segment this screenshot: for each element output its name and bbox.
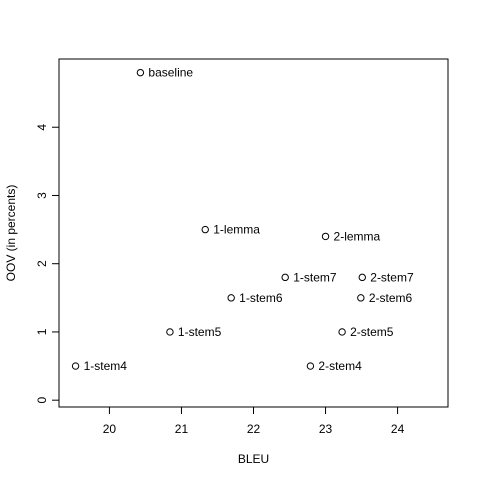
point-label: 2-stem5 bbox=[350, 325, 394, 339]
data-point bbox=[227, 294, 235, 302]
point-label: 1-stem5 bbox=[178, 325, 222, 339]
y-tick-label: 3 bbox=[35, 192, 49, 199]
x-tick-label: 23 bbox=[319, 422, 333, 436]
data-point bbox=[136, 68, 145, 77]
y-axis-label: OOV (in percents) bbox=[4, 185, 18, 282]
x-tick-label: 22 bbox=[247, 422, 261, 436]
x-axis-label: BLEU bbox=[238, 452, 269, 466]
data-point bbox=[321, 232, 330, 241]
points-layer: baseline 1-lemma 2-lemma 1-stem7 2-stem7 1-st… bbox=[71, 66, 414, 373]
point-label: baseline bbox=[148, 66, 193, 80]
x-tick-label: 20 bbox=[103, 422, 117, 436]
y-tick-label: 0 bbox=[35, 397, 49, 404]
data-point bbox=[358, 273, 366, 282]
point-label: 2-stem4 bbox=[318, 359, 362, 373]
y-tick-label: 1 bbox=[35, 328, 49, 335]
data-point bbox=[166, 328, 174, 336]
point-label: 1-stem4 bbox=[84, 359, 128, 373]
y-axis: 0 1 2 3 4 bbox=[35, 124, 60, 404]
x-axis: 20 21 22 23 24 bbox=[103, 406, 405, 436]
point-label: 2-stem6 bbox=[369, 291, 413, 305]
point-label: 2-stem7 bbox=[370, 270, 414, 284]
data-point bbox=[357, 294, 365, 302]
point-label: 1-stem7 bbox=[293, 270, 337, 284]
data-point bbox=[71, 362, 80, 370]
x-tick-label: 24 bbox=[391, 422, 405, 436]
x-tick-label: 21 bbox=[175, 422, 189, 436]
point-label: 1-stem6 bbox=[239, 291, 283, 305]
data-point bbox=[338, 328, 346, 336]
y-tick-label: 4 bbox=[35, 124, 49, 131]
point-label: 1-lemma bbox=[213, 223, 260, 237]
y-tick-label: 2 bbox=[35, 260, 49, 267]
data-point bbox=[201, 225, 209, 234]
point-label: 2-lemma bbox=[334, 229, 381, 243]
data-point bbox=[306, 362, 315, 370]
data-point bbox=[281, 273, 289, 282]
